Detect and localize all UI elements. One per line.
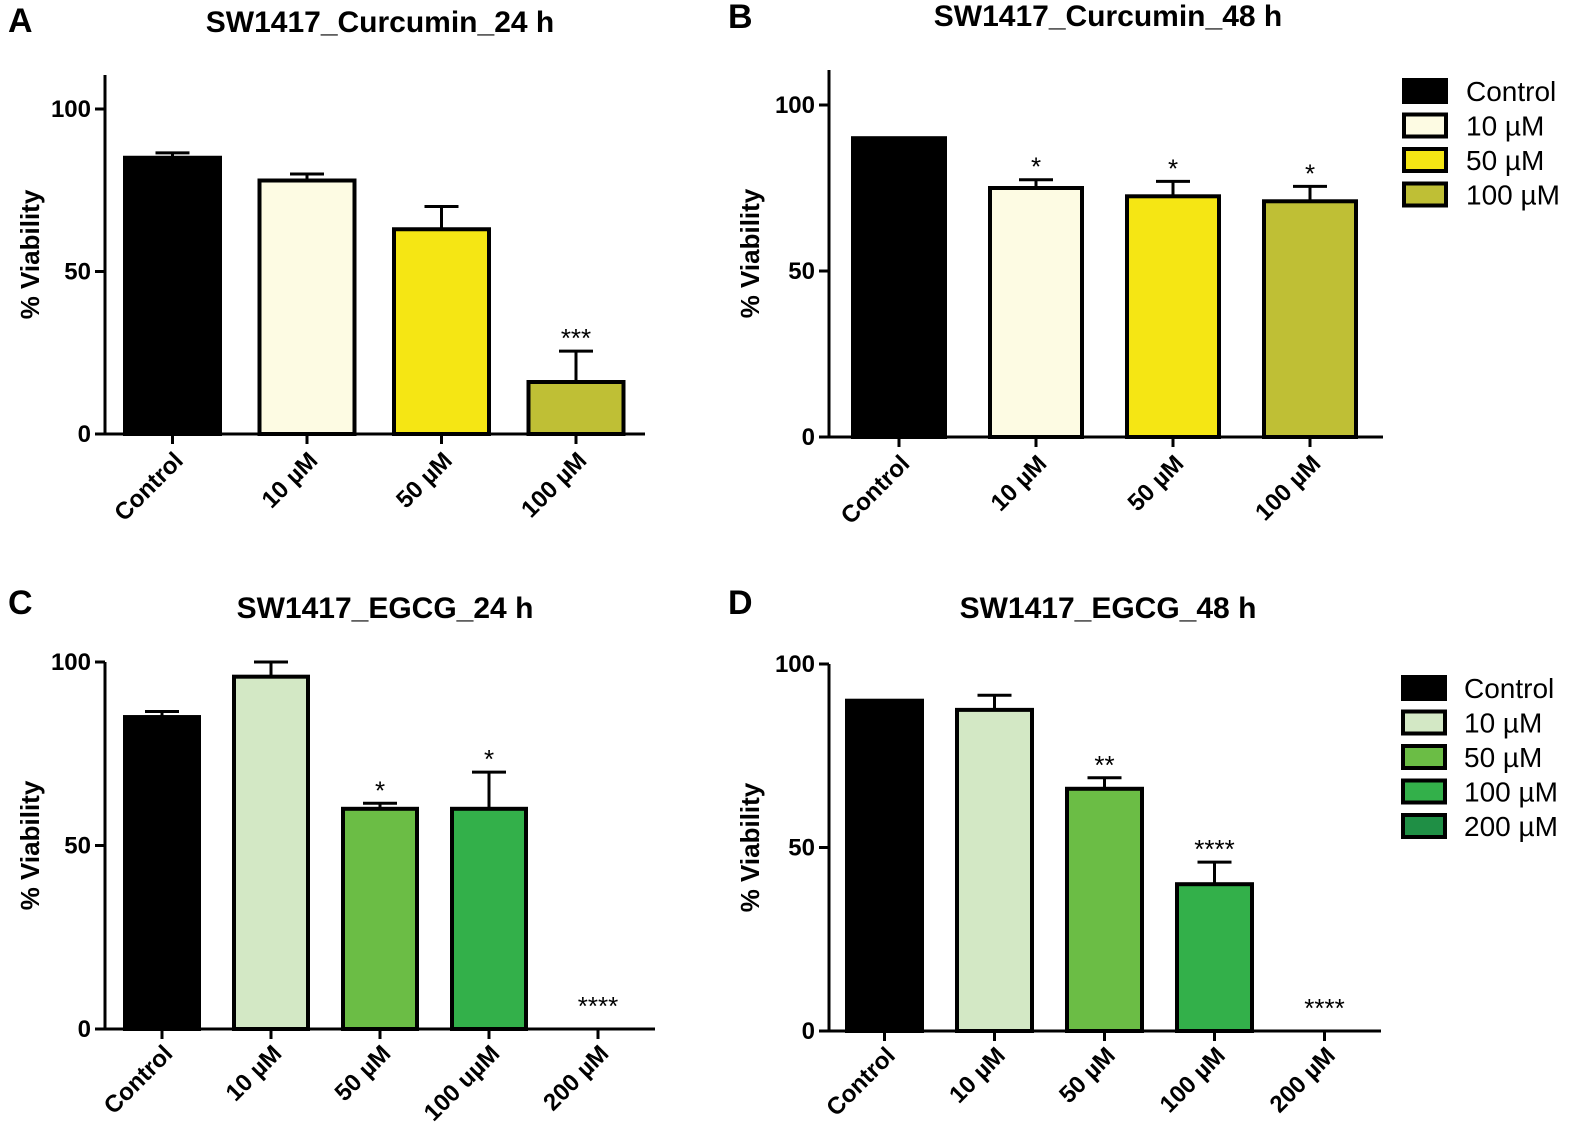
x-tick-label: 200 µM [538,1040,614,1116]
y-tick-label: 100 [51,96,91,123]
chart-title: SW1417_EGCG_48 h [960,592,1257,625]
bar [1175,882,1254,1034]
legend-swatch [1401,744,1447,770]
y-tick-label: 0 [78,421,91,448]
legend-swatch [1401,778,1447,805]
significance-marker: **** [1304,993,1344,1023]
bar [232,674,310,1031]
x-tick-label: 100 µM [516,447,592,523]
x-tick-label: 10 µM [986,450,1053,517]
y-tick-label: 50 [788,835,815,862]
y-tick-label: 0 [802,424,815,451]
x-tick-label: 10 µM [221,1040,288,1107]
bar [955,707,1034,1033]
y-tick-label: 50 [788,258,815,285]
legend-label: 100 µM [1464,777,1558,808]
x-tick-label: 100 uµM [419,1040,505,1126]
legend-label: 10 µM [1464,708,1542,739]
legend-swatch [1402,112,1448,139]
bar [341,806,419,1031]
significance-marker: **** [578,991,618,1021]
legend-label: Control [1466,76,1556,107]
legend-swatch [1402,181,1448,208]
bar [988,186,1084,439]
chart-panel-a: A SW1417_Curcumin_24 h % Viability 0 50 100 Co… [8,2,645,527]
bar [392,227,491,436]
y-tick-label: 50 [64,259,91,286]
x-tick-label: 100 µM [1250,450,1326,526]
y-axis-label: % Viability [15,780,45,910]
chart-title: SW1417_EGCG_24 h [237,592,534,625]
y-tick-label: 0 [78,1016,91,1043]
panel-letter: C [8,584,33,622]
bar [1262,199,1358,439]
bar [123,155,222,436]
y-axis-label: % Viability [735,188,765,318]
significance-marker: * [375,775,385,805]
legend-swatch [1401,675,1447,701]
panel-letter: D [728,584,753,622]
x-tick-label: 10 µM [257,447,324,514]
legend-label: 50 µM [1466,145,1544,176]
legend-label: Control [1464,673,1554,704]
panel-letter: B [728,0,753,36]
x-tick-label: 100 µM [1155,1042,1231,1118]
legend-swatch [1402,147,1448,173]
chart-panel-b: B SW1417_Curcumin_48 h % Viability 0 50 100 Co… [728,0,1560,530]
x-tick-label: Control [109,447,188,526]
significance-marker: **** [1194,834,1234,864]
significance-marker: *** [561,323,591,353]
significance-marker: * [1168,153,1178,183]
chart-title: SW1417_Curcumin_48 h [934,0,1282,33]
y-tick-label: 100 [775,651,815,678]
significance-marker: ** [1094,750,1114,780]
x-tick-label: 200 µM [1265,1042,1341,1118]
y-axis-label: % Viability [735,782,765,912]
bar [450,806,528,1031]
significance-marker: * [484,744,494,774]
legend-label: 10 µM [1466,111,1544,142]
legend-swatch [1401,709,1447,736]
legend-label: 100 µM [1466,180,1560,211]
significance-marker: * [1031,152,1041,182]
panel-letter: A [8,2,33,40]
bar [1125,194,1221,439]
bar [123,715,201,1031]
legend-label: 200 µM [1464,811,1558,842]
legend-swatch [1402,78,1448,104]
y-tick-label: 100 [775,92,815,119]
x-tick-label: Control [836,450,915,529]
x-tick-label: Control [821,1042,900,1121]
chart-title: SW1417_Curcumin_24 h [206,6,554,39]
bar [1065,786,1144,1034]
bar [851,136,947,439]
x-tick-label: 10 µM [944,1042,1011,1109]
chart-panel-c: C SW1417_EGCG_24 h % Viability 0 50 100 Contro… [8,584,655,1127]
y-axis-label: % Viability [15,189,45,319]
x-tick-label: 50 µM [1123,450,1190,517]
bar [526,380,626,436]
bar [845,698,924,1033]
legend-label: 50 µM [1464,742,1542,773]
y-tick-label: 50 [64,833,91,860]
y-tick-label: 100 [51,649,91,676]
chart-panel-d: D SW1417_EGCG_48 h % Viability 0 50 100 Contro… [728,584,1558,1122]
significance-marker: * [1305,158,1315,188]
x-tick-label: 50 µM [1054,1042,1121,1109]
x-tick-label: Control [99,1040,178,1119]
y-tick-label: 0 [802,1018,815,1045]
legend-swatch [1401,813,1447,839]
bar [257,178,357,436]
x-tick-label: 50 µM [391,447,458,514]
x-tick-label: 50 µM [330,1040,397,1107]
